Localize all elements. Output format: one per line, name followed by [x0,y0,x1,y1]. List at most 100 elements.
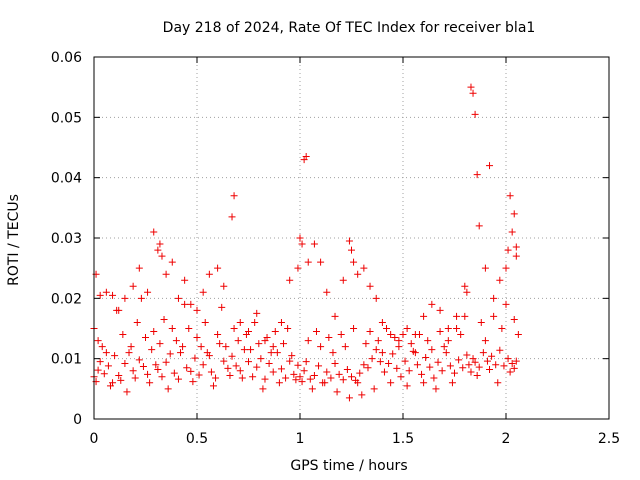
plot-frame [93,56,610,420]
data-point [292,376,300,384]
data-point [304,258,312,266]
data-point [428,300,436,308]
data-point [498,325,506,332]
data-point [337,331,345,339]
data-point [234,337,242,345]
data-point [500,362,508,370]
data-point [172,337,180,345]
data-point [407,340,415,348]
axis-ticks [93,56,610,420]
data-point [115,372,123,380]
data-point [245,328,252,336]
data-point [475,363,483,371]
data-point [302,153,310,161]
data-point [477,318,485,326]
data-point [265,359,273,367]
data-point [127,343,135,351]
data-point [312,328,320,336]
y-tick-labels: 0 0.01 0.02 0.03 0.04 0.05 0.06 [51,50,82,428]
data-point [440,343,448,351]
data-point [205,352,213,360]
x-tick-label: 0 [90,431,99,447]
data-point [426,363,434,371]
data-point [370,385,378,393]
data-point [502,300,510,308]
data-point [282,374,290,382]
data-point [329,349,337,357]
data-point [481,264,489,272]
data-point [490,312,498,320]
data-point [512,243,520,251]
data-point [310,372,318,380]
data-point [339,276,347,284]
data-point [135,356,143,364]
data-point [135,264,143,272]
data-point [508,228,516,236]
data-point [257,355,265,363]
data-point [358,391,366,399]
data-point [191,354,199,362]
data-point [214,264,222,272]
data-point [199,288,207,296]
data-point [183,364,191,372]
data-point [306,375,314,383]
data-point [469,89,477,97]
data-point [100,370,108,378]
data-point [508,359,516,367]
data-point [473,171,481,179]
data-point [156,340,164,348]
data-point [280,340,288,348]
data-point [348,373,355,381]
data-point [269,368,277,376]
y-tick-label: 0 [73,412,82,428]
data-point [205,270,213,278]
y-tick-label: 0.03 [51,231,82,247]
data-point [106,382,114,390]
data-point [401,357,409,365]
data-point [162,358,170,366]
data-point [504,246,512,254]
data-point [115,306,123,314]
data-point [325,334,333,342]
data-point [420,379,428,387]
data-point [156,240,164,248]
data-point [451,369,458,377]
data-point [413,361,421,369]
data-point [368,355,376,363]
data-point [144,370,152,378]
data-point [154,366,162,374]
data-point [418,370,426,378]
data-point [238,374,246,382]
data-point [189,378,197,386]
data-point [490,294,498,302]
data-point [162,270,170,278]
data-point [315,362,323,370]
data-point [343,366,351,374]
data-point [236,367,244,375]
y-axis-label: ROTI / TECUs [6,194,22,286]
data-point [510,315,518,323]
data-point [228,352,236,360]
data-point [195,371,203,379]
data-point [123,388,131,396]
data-point [387,379,395,387]
data-point [296,234,304,242]
data-point [444,325,452,332]
data-point [170,369,178,377]
data-point [168,258,176,266]
data-point [463,351,471,359]
data-point [275,379,283,387]
data-point [158,252,166,260]
data-point [240,346,248,354]
data-point [350,258,358,266]
data-point [220,357,228,365]
data-point [251,318,259,326]
data-point [168,325,176,332]
data-point [121,359,129,367]
data-point [255,340,263,348]
data-point [187,300,195,308]
data-point [286,357,294,365]
data-point [139,363,147,371]
data-point [335,370,343,378]
data-point [111,352,119,360]
